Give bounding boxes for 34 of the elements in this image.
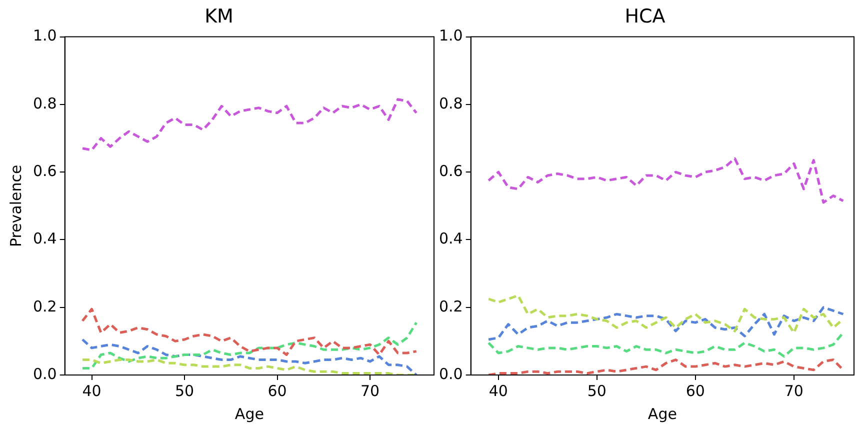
x-tick-label: 40 [488, 382, 508, 400]
line-series [81, 321, 418, 370]
y-axis-title: Prevalence [6, 164, 25, 248]
line-series [487, 306, 844, 341]
chart-title: KM [204, 5, 234, 28]
chart-title: HCA [624, 5, 666, 28]
y-tick-label: 1.0 [438, 26, 463, 45]
y-tick-label: 0.8 [32, 94, 57, 112]
y-tick-label: 0.0 [32, 364, 57, 383]
y-tick-label: 0.4 [438, 230, 463, 248]
y-tick-label: 0.2 [32, 297, 57, 316]
x-tick-label: 60 [268, 382, 287, 400]
y-tick-label: 0.0 [438, 364, 463, 383]
x-axis-title: Age [234, 404, 264, 423]
y-tick-label: 1.0 [32, 26, 57, 45]
x-tick-label: 40 [82, 382, 102, 400]
line-series [487, 358, 844, 375]
x-tick-label: 50 [587, 382, 606, 400]
y-tick-label: 0.8 [438, 94, 463, 112]
y-tick-label: 0.2 [438, 297, 463, 316]
y-tick-label: 0.6 [32, 162, 57, 180]
x-axis-title: Age [648, 404, 677, 423]
y-tick-label: 0.4 [32, 230, 57, 248]
x-tick-label: 70 [784, 382, 804, 400]
line-series [487, 157, 844, 204]
line-series [487, 294, 844, 334]
y-tick-label: 0.6 [438, 162, 463, 180]
x-tick-label: 60 [686, 382, 705, 400]
line-series [81, 308, 418, 356]
line-series [81, 98, 418, 152]
x-tick-label: 50 [174, 382, 194, 400]
line-series [487, 331, 844, 358]
x-tick-label: 70 [360, 382, 380, 400]
line-series [81, 338, 418, 375]
